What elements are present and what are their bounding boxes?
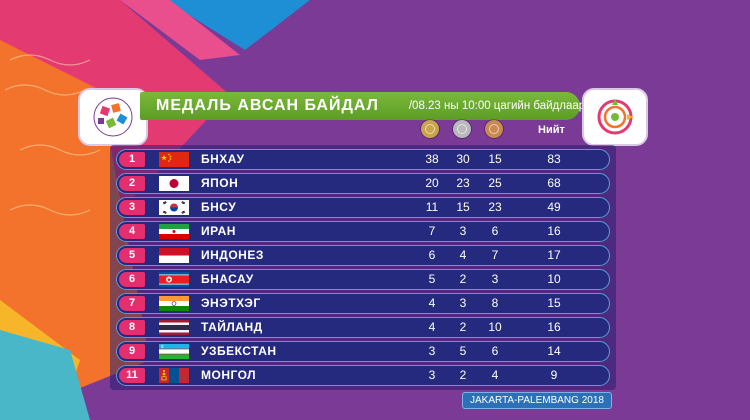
- total-count: 14: [547, 344, 561, 358]
- silver-count: 4: [459, 248, 467, 262]
- uzbekistan-flag-icon: [159, 343, 189, 359]
- total-count: 16: [547, 320, 561, 334]
- gold-count: 20: [425, 176, 439, 190]
- rank-badge: 4: [119, 223, 145, 239]
- total-count: 17: [547, 248, 561, 262]
- bronze-count: 25: [488, 176, 502, 190]
- bronze-count: 3: [491, 272, 499, 286]
- table-row: 6 БНАСАУ 5 2 3 10: [116, 269, 610, 290]
- rank-badge: 6: [119, 271, 145, 287]
- country-name: МОНГОЛ: [201, 368, 257, 382]
- bronze-count: 23: [488, 200, 502, 214]
- table-row: 5 ИНДОНЕЗ 6 4 7 17: [116, 245, 610, 266]
- silver-count: 3: [459, 224, 467, 238]
- rank-badge: 11: [119, 367, 145, 383]
- silver-medal-icon: [453, 120, 471, 138]
- country-name: ЯПОН: [201, 176, 239, 190]
- table-row: 2 ЯПОН 20 23 25 68: [116, 173, 610, 194]
- country-name: ЭНЭТХЭГ: [201, 296, 261, 310]
- rank-badge: 8: [119, 319, 145, 335]
- mongolia-flag-icon: [159, 367, 189, 383]
- rank-badge: 2: [119, 175, 145, 191]
- country-name: БНАСАУ: [201, 272, 254, 286]
- country-name: ИНДОНЕЗ: [201, 248, 264, 262]
- page-subtitle: /08.23 ны 10:00 цагийн байдлаар/: [408, 100, 589, 112]
- gold-count: 6: [428, 248, 436, 262]
- table-row: 11 МОНГОЛ 3 2 4 9: [116, 365, 610, 386]
- total-count: 49: [547, 200, 561, 214]
- rank-badge: 9: [119, 343, 145, 359]
- total-count: 68: [547, 176, 561, 190]
- gold-count: 4: [428, 320, 436, 334]
- flame-emblem-icon: [597, 99, 633, 135]
- bronze-count: 15: [488, 152, 502, 166]
- bronze-count: 6: [491, 224, 499, 238]
- bronze-count: 4: [491, 368, 499, 382]
- silver-count: 5: [459, 344, 467, 358]
- thailand-flag-icon: [159, 319, 189, 335]
- rank-badge: 1: [119, 151, 145, 167]
- china-flag-icon: [159, 151, 189, 167]
- indonesia-flag-icon: [159, 247, 189, 263]
- gold-count: 11: [425, 200, 439, 214]
- silver-count: 2: [459, 320, 467, 334]
- total-count: 9: [550, 368, 558, 382]
- rank-badge: 3: [119, 199, 145, 215]
- bronze-count: 7: [491, 248, 499, 262]
- bronze-count: 6: [491, 344, 499, 358]
- country-name: ТАЙЛАНД: [201, 320, 263, 334]
- table-row: 4 ИРАН 7 3 6 16: [116, 221, 610, 242]
- table-row: 7 ЭНЭТХЭГ 4 3 8 15: [116, 293, 610, 314]
- title-bar: МЕДАЛЬ АВСАН БАЙДАЛ /08.23 ны 10:00 цаги…: [140, 92, 588, 120]
- total-count: 83: [547, 152, 561, 166]
- country-name: БНХАУ: [201, 152, 245, 166]
- silver-count: 3: [459, 296, 467, 310]
- table-row: 1 БНХАУ 38 30 15 83: [116, 149, 610, 170]
- north-korea-flag-icon: [159, 271, 189, 287]
- total-count: 15: [547, 296, 561, 310]
- country-name: БНСУ: [201, 200, 237, 214]
- silver-count: 23: [456, 176, 470, 190]
- asian-games-emblem-icon: [93, 97, 133, 137]
- gold-count: 7: [428, 224, 436, 238]
- total-count: 10: [547, 272, 561, 286]
- silver-count: 30: [456, 152, 470, 166]
- country-name: ИРАН: [201, 224, 236, 238]
- event-footer-badge: JAKARTA-PALEMBANG 2018: [462, 392, 612, 409]
- gold-count: 3: [428, 344, 436, 358]
- total-count: 16: [547, 224, 561, 238]
- gold-count: 3: [428, 368, 436, 382]
- bronze-medal-icon: [485, 120, 503, 138]
- bronze-count: 8: [491, 296, 499, 310]
- country-name: УЗБЕКСТАН: [201, 344, 277, 358]
- rank-badge: 7: [119, 295, 145, 311]
- bronze-count: 10: [488, 320, 502, 334]
- silver-count: 2: [459, 272, 467, 286]
- asian-games-logo-left: [78, 88, 148, 146]
- south-korea-flag-icon: [159, 199, 189, 215]
- gold-medal-icon: [421, 120, 439, 138]
- japan-flag-icon: [159, 175, 189, 191]
- asian-games-logo-right: [582, 88, 648, 146]
- table-row: 9 УЗБЕКСТАН 3 5 6 14: [116, 341, 610, 362]
- table-row: 3 БНСУ 11 15 23 49: [116, 197, 610, 218]
- india-flag-icon: [159, 295, 189, 311]
- table-row: 8 ТАЙЛАНД 4 2 10 16: [116, 317, 610, 338]
- gold-count: 5: [428, 272, 436, 286]
- rank-badge: 5: [119, 247, 145, 263]
- silver-count: 15: [456, 200, 470, 214]
- iran-flag-icon: [159, 223, 189, 239]
- gold-count: 4: [428, 296, 436, 310]
- silver-count: 2: [459, 368, 467, 382]
- total-column-label: Нийт: [538, 124, 565, 136]
- page-title: МЕДАЛЬ АВСАН БАЙДАЛ: [156, 97, 379, 114]
- gold-count: 38: [425, 152, 439, 166]
